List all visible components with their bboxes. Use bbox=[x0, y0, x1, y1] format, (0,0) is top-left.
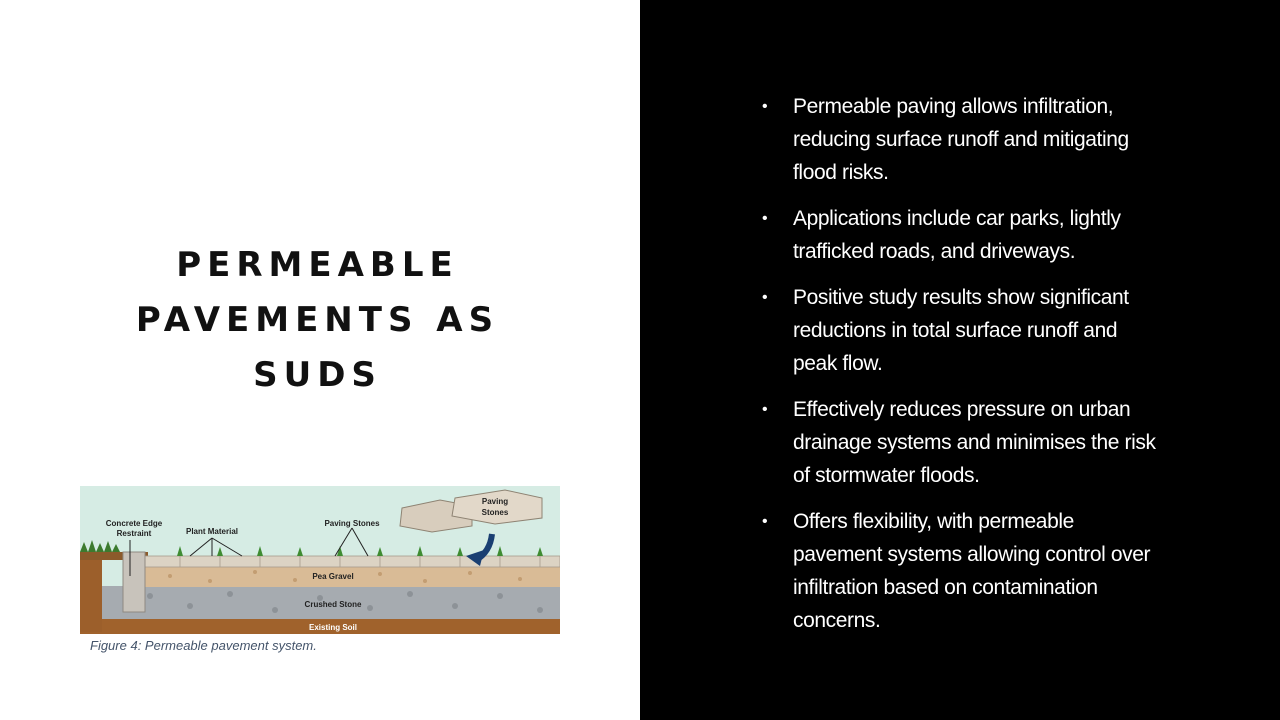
title-line: PAVEMENTS AS bbox=[135, 300, 500, 340]
bullet-item: • Applications include car parks, lightl… bbox=[760, 202, 1160, 268]
existing-soil-layer bbox=[80, 618, 560, 634]
plant-material bbox=[177, 546, 543, 556]
label-pea-gravel: Pea Gravel bbox=[312, 572, 353, 581]
label-concrete-edge-1: Concrete Edge bbox=[106, 519, 163, 528]
grass bbox=[80, 540, 120, 552]
crushed-stone-layer bbox=[102, 586, 560, 619]
label-concrete-edge-2: Restraint bbox=[117, 529, 152, 538]
label-paving-stones-top-2: Stones bbox=[482, 508, 509, 517]
soil-mass bbox=[80, 552, 102, 632]
pea-gravel-texture bbox=[168, 570, 522, 583]
bullet-dot-icon: • bbox=[762, 513, 768, 530]
bullet-list: • Permeable paving allows infiltration, … bbox=[760, 90, 1160, 650]
label-paving-stones-top-1: Paving bbox=[482, 497, 508, 506]
title-line: SUDS bbox=[253, 355, 382, 395]
figure-caption: Figure 4: Permeable pavement system. bbox=[90, 638, 317, 653]
bullet-item: • Permeable paving allows infiltration, … bbox=[760, 90, 1160, 189]
bullet-dot-icon: • bbox=[762, 98, 768, 115]
label-lines bbox=[129, 527, 369, 576]
bullet-dot-icon: • bbox=[762, 289, 768, 306]
soil-mass bbox=[80, 552, 148, 560]
bullet-text: Positive study results show significant … bbox=[793, 286, 1129, 375]
arrow-head-icon bbox=[466, 550, 484, 566]
title-line: PERMEABLE bbox=[176, 245, 459, 285]
label-crushed-stone: Crushed Stone bbox=[305, 600, 362, 609]
bullet-dot-icon: • bbox=[762, 401, 768, 418]
bullet-text: Permeable paving allows infiltration, re… bbox=[793, 95, 1129, 184]
bullet-text: Offers flexibility, with permeable pavem… bbox=[793, 510, 1151, 632]
bullet-text: Effectively reduces pressure on urban dr… bbox=[793, 398, 1156, 487]
label-plant-material: Plant Material bbox=[186, 527, 238, 536]
right-panel bbox=[640, 0, 1280, 720]
bullet-dot-icon: • bbox=[762, 210, 768, 227]
pea-gravel-layer bbox=[140, 566, 560, 587]
paving-stones-row bbox=[139, 555, 560, 568]
lifted-paving-stones bbox=[399, 489, 543, 533]
label-paving-stones: Paving Stones bbox=[324, 519, 380, 528]
bullet-item: • Offers flexibility, with permeable pav… bbox=[760, 505, 1160, 637]
label-existing-soil: Existing Soil bbox=[309, 623, 357, 632]
bullet-item: • Effectively reduces pressure on urban … bbox=[760, 393, 1160, 492]
permeable-pavement-diagram: Concrete Edge Restraint Plant Material P… bbox=[80, 486, 560, 634]
left-panel: PERMEABLE PAVEMENTS AS SUDS bbox=[80, 238, 560, 653]
slide-title: PERMEABLE PAVEMENTS AS SUDS bbox=[120, 238, 515, 403]
bullet-item: • Positive study results show significan… bbox=[760, 281, 1160, 380]
crushed-stone-texture bbox=[147, 591, 543, 613]
paving-joints bbox=[179, 556, 541, 567]
concrete-edge-restraint bbox=[122, 551, 146, 613]
bullet-text: Applications include car parks, lightly … bbox=[793, 207, 1121, 263]
